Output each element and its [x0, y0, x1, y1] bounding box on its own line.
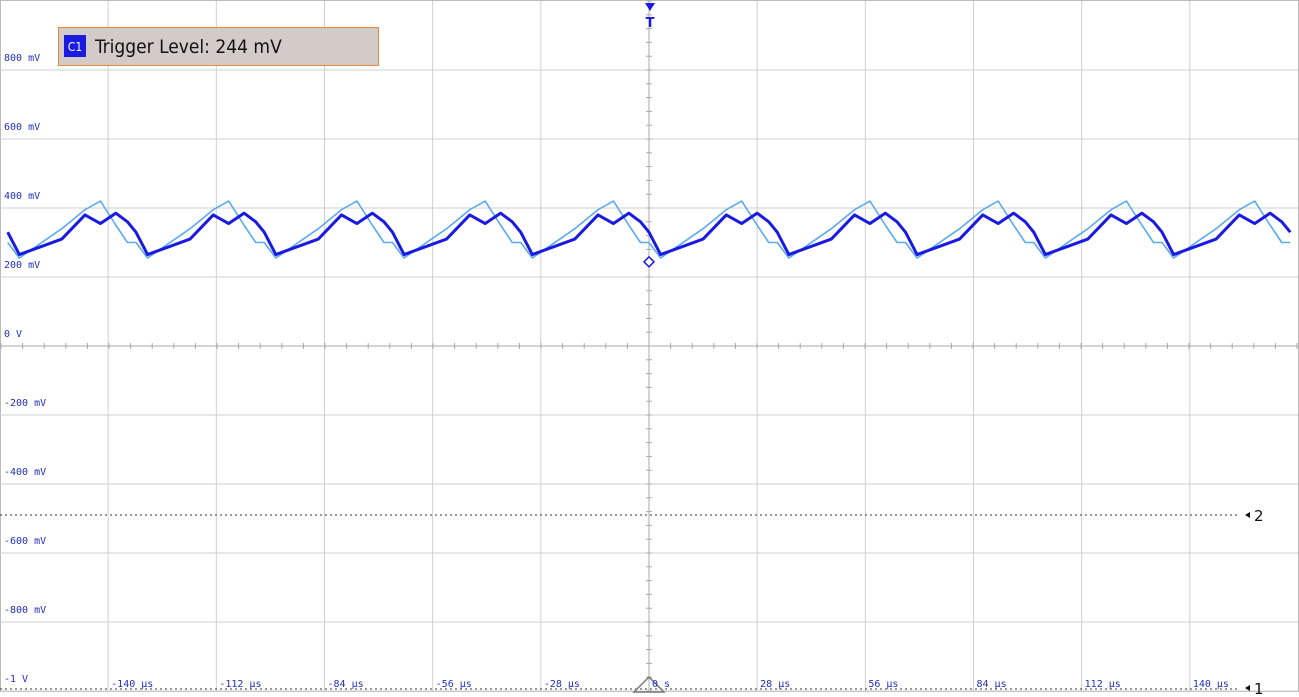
trigger-level-text: Trigger Level: 244 mV	[94, 36, 282, 58]
channel-2-arrow	[1245, 512, 1250, 518]
time-reference-marker	[632, 675, 666, 693]
y-tick-label: 600 mV	[4, 122, 40, 133]
x-tick-label: 28 µs	[760, 679, 790, 690]
x-tick-label: -28 µs	[544, 679, 580, 690]
y-tick-label: -400 mV	[4, 467, 46, 478]
x-tick-label: -112 µs	[219, 679, 261, 690]
channel-1-arrow	[1245, 685, 1250, 691]
y-tick-label: -1 V	[4, 674, 28, 685]
channel-badge	[64, 35, 86, 57]
channel-2-marker: 2	[1254, 507, 1264, 525]
trigger-info-box	[58, 27, 379, 66]
channel-badge-label: C1	[68, 40, 82, 54]
channel-1-marker: 1	[1254, 680, 1264, 697]
y-tick-label: -800 mV	[4, 605, 46, 616]
x-tick-label: 56 µs	[868, 679, 898, 690]
trigger-marker: T	[646, 16, 655, 31]
x-tick-label: -140 µs	[111, 679, 153, 690]
y-tick-label: -600 mV	[4, 536, 46, 547]
traces	[6, 200, 1292, 259]
x-tick-label: -56 µs	[436, 679, 472, 690]
x-tick-label: 84 µs	[977, 679, 1007, 690]
x-tick-label: 112 µs	[1085, 679, 1121, 690]
trigger-arrow	[645, 3, 655, 11]
x-tick-label: 140 µs	[1193, 679, 1229, 690]
waveform	[6, 211, 1292, 257]
y-tick-label: 800 mV	[4, 53, 40, 64]
y-tick-label: 0 V	[4, 329, 22, 340]
x-tick-label: 0 s	[652, 679, 670, 690]
y-tick-label: 400 mV	[4, 191, 40, 202]
y-tick-label: 200 mV	[4, 260, 40, 271]
x-tick-label: -84 µs	[328, 679, 364, 690]
y-tick-label: -200 mV	[4, 398, 46, 409]
trigger-level-marker	[642, 255, 656, 268]
